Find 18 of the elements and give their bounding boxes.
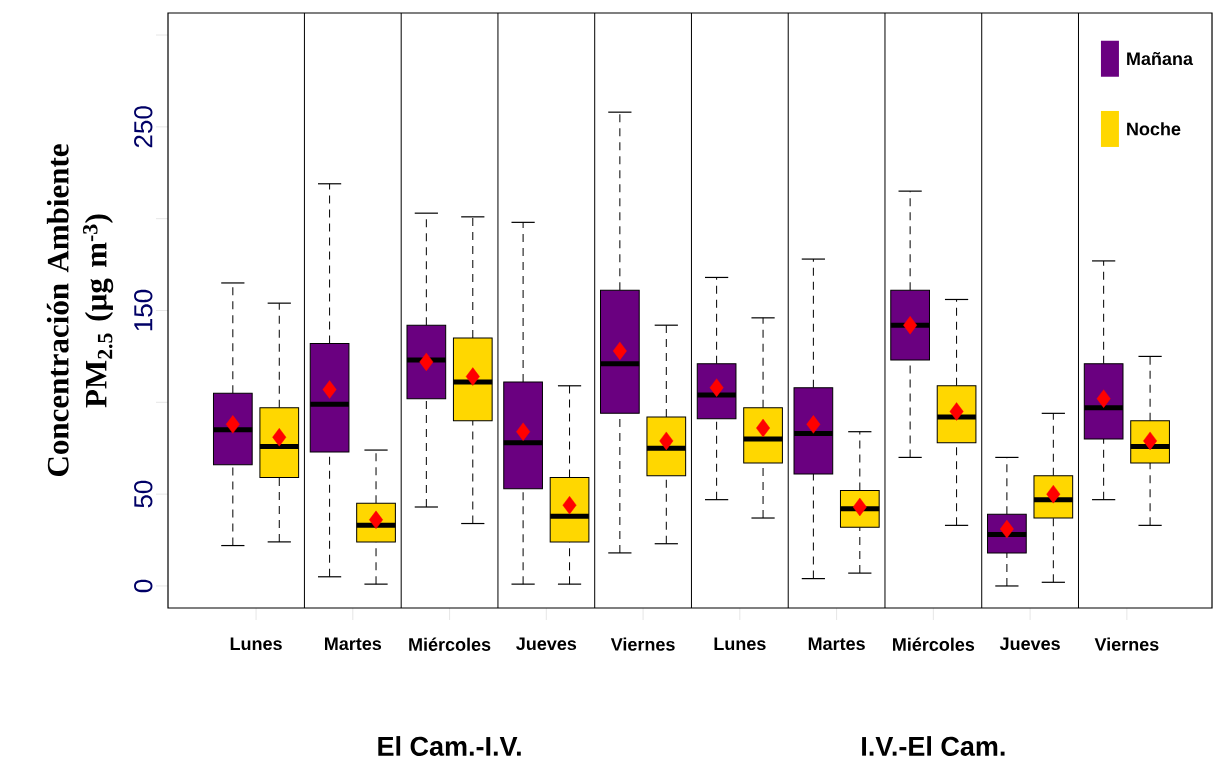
- legend-label: Mañana: [1127, 51, 1194, 66]
- text: El Cam.-I.V.: [378, 736, 521, 756]
- x-tick-label: Lunes: [714, 637, 766, 651]
- x-tick-label: Lunes: [230, 637, 282, 651]
- legend-label: Noche: [1127, 122, 1181, 136]
- x-tick-label: Viernes: [1094, 637, 1159, 651]
- y-tick-label: 0: [134, 579, 153, 593]
- y-tick-label: 150: [134, 289, 153, 331]
- x-tick-label: Miércoles: [893, 637, 975, 651]
- x-tick-label: Viernes: [610, 637, 675, 651]
- x-tick-label: Jueves: [999, 637, 1060, 651]
- x-tick-label: Jueves: [516, 637, 577, 651]
- y-tick-label: 250: [134, 106, 153, 148]
- x-tick-label: Miércoles: [409, 637, 491, 651]
- y-tick-label: 50: [134, 480, 153, 508]
- x-tick-label: Martes: [325, 637, 382, 651]
- x-tick-label: Martes: [808, 637, 865, 651]
- text: I.V.-El Cam.: [862, 736, 1005, 756]
